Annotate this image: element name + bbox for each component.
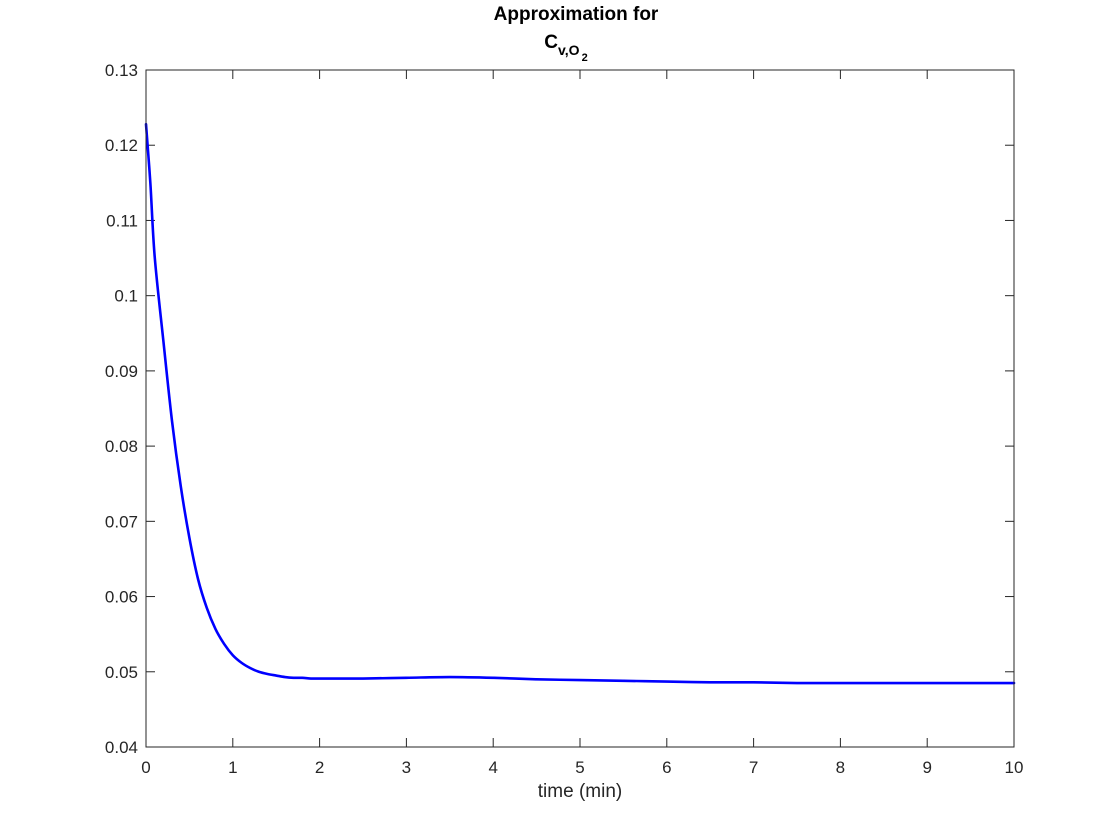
x-tick-label: 0 [141,758,150,777]
x-tick-label: 7 [749,758,758,777]
y-tick-label: 0.05 [105,663,138,682]
title-math-subscript: v,O [558,42,580,58]
series-line [144,122,1016,685]
y-tick-label: 0.11 [106,211,138,230]
axes-box [145,69,1015,748]
chart-title: Approximation for [494,4,659,25]
y-tick-label: 0.04 [105,738,138,757]
x-tick-label: 1 [228,758,237,777]
x-tick-label: 2 [315,758,324,777]
y-tick-label: 0.09 [105,362,138,381]
chart-title-math: Cv,O 2 [544,32,587,64]
y-tick-label: 0.07 [105,512,138,531]
x-tick-label: 3 [402,758,411,777]
y-tick-label: 0.1 [114,287,138,306]
x-axis-ticks: 0 1 2 3 4 5 6 7 8 9 10 [141,70,1023,777]
title-math-base: C [544,32,558,53]
y-tick-label: 0.06 [105,588,138,607]
x-axis-label: time (min) [538,781,622,802]
title-math-sub-subscript: 2 [582,52,588,64]
plot-area [146,70,1014,747]
x-tick-label: 4 [488,758,497,777]
x-tick-label: 9 [922,758,931,777]
y-tick-label: 0.08 [105,437,138,456]
y-tick-label: 0.13 [105,61,138,80]
x-tick-label: 5 [575,758,584,777]
x-tick-label: 6 [662,758,671,777]
y-axis-ticks: 0.04 0.05 0.06 0.07 0.08 0.09 0.1 0.11 0.12 0.13 [105,61,1014,757]
x-tick-label: 8 [836,758,845,777]
y-tick-label: 0.12 [105,136,138,155]
x-tick-label: 10 [1005,758,1024,777]
